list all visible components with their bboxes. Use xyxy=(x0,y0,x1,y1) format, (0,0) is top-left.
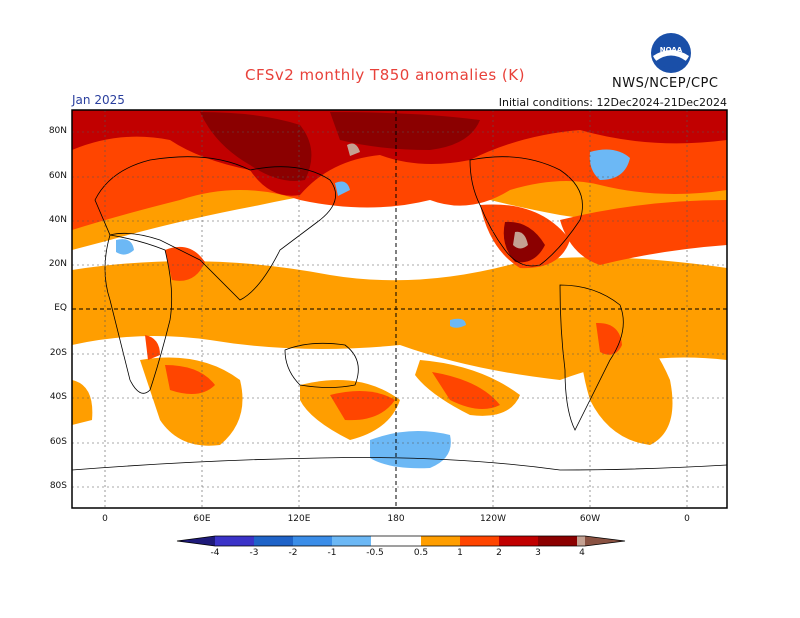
lat-label: 20N xyxy=(48,259,67,269)
colorbar-label: 1 xyxy=(457,548,463,558)
lat-label: 80S xyxy=(49,481,67,491)
lon-label: 120W xyxy=(479,514,507,524)
agency-label: NWS/NCEP/CPC xyxy=(612,76,719,91)
colorbar-label: -3 xyxy=(249,548,259,558)
lon-label: 120E xyxy=(287,514,311,524)
lon-label: 0 xyxy=(684,514,690,524)
lat-label: EQ xyxy=(54,303,67,313)
lat-label: 60S xyxy=(49,437,67,447)
lon-label: 0 xyxy=(102,514,108,524)
colorbar-label: 0.5 xyxy=(413,548,429,558)
colorbar xyxy=(176,535,626,547)
lon-label: 60E xyxy=(193,514,211,524)
lat-label: 20S xyxy=(49,348,67,358)
initial-conditions: Initial conditions: 12Dec2024-21Dec2024 xyxy=(498,96,727,109)
lat-label: 40N xyxy=(48,215,67,225)
lat-label: 60N xyxy=(48,171,67,181)
colorbar-label: 4 xyxy=(579,548,585,558)
lon-label: 180 xyxy=(387,514,405,524)
svg-text:NOAA: NOAA xyxy=(660,46,683,54)
colorbar-label: -4 xyxy=(210,548,220,558)
forecast-month: Jan 2025 xyxy=(72,93,125,107)
colorbar-label: -0.5 xyxy=(366,548,384,558)
colorbar-label: -2 xyxy=(288,548,298,558)
noaa-logo-icon: NOAA xyxy=(651,33,691,73)
lon-label: 60W xyxy=(579,514,601,524)
lat-label: 40S xyxy=(49,392,67,402)
colorbar-label: -1 xyxy=(327,548,337,558)
map-title: CFSv2 monthly T850 anomalies (K) xyxy=(245,66,525,84)
lat-label: 80N xyxy=(48,126,67,136)
colorbar-label: 3 xyxy=(535,548,541,558)
colorbar-label: 2 xyxy=(496,548,502,558)
